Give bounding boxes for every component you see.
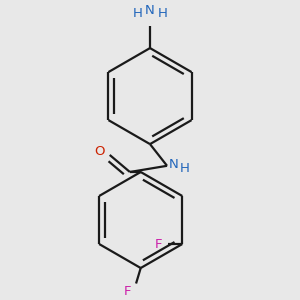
Text: H: H [179, 162, 189, 176]
Text: F: F [124, 285, 131, 298]
Text: H: H [158, 7, 168, 20]
Text: O: O [94, 146, 105, 158]
Text: N: N [169, 158, 178, 171]
Text: N: N [145, 4, 155, 17]
Text: H: H [132, 7, 142, 20]
Text: F: F [155, 238, 162, 250]
